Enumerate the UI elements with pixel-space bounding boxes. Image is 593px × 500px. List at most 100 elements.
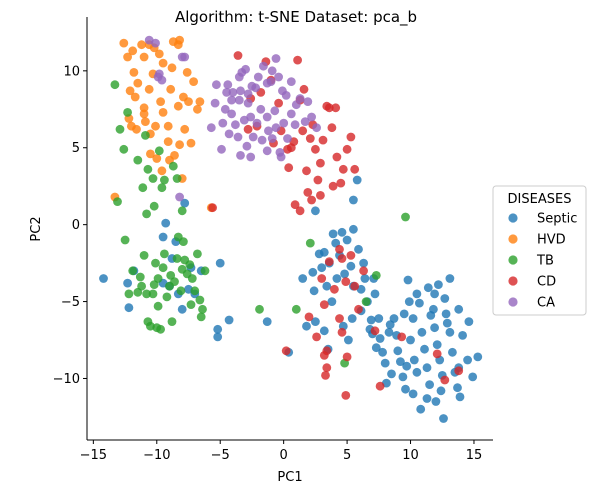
data-point [341,277,350,286]
data-point [293,56,302,65]
data-point [154,302,163,311]
y-tick-label: 10 [63,64,80,79]
x-tick-label: 5 [343,448,351,463]
data-point [468,373,477,382]
data-point [184,97,193,106]
data-point [116,125,125,134]
data-point [251,83,260,92]
data-point [307,196,316,205]
data-point [130,68,139,77]
data-point [164,137,173,146]
data-point [354,245,363,254]
data-point [385,328,394,337]
data-point [263,317,272,326]
data-point [159,108,168,117]
data-point [183,68,192,77]
data-point [311,206,320,215]
data-point [322,346,331,355]
data-point [236,86,245,95]
data-point [136,273,145,282]
data-point [198,305,207,314]
data-point [193,250,202,259]
data-point [150,202,159,211]
data-point [254,73,263,82]
data-point [335,314,344,323]
data-point [274,99,283,108]
legend-title: DISEASES [508,192,572,207]
data-point [302,322,311,331]
data-point [241,65,250,74]
data-point [140,251,149,260]
data-point [133,156,142,165]
data-point [413,368,422,377]
data-point [249,133,258,142]
legend-label: Septic [537,212,577,227]
data-point [306,239,315,248]
data-point [347,251,356,260]
data-point [173,174,182,183]
data-point [440,376,449,385]
data-point [423,394,432,403]
data-point [473,353,482,362]
data-point [316,159,325,168]
data-point [410,356,419,365]
data-point [305,313,314,322]
data-point [246,113,255,122]
data-point [253,119,262,128]
data-point [343,353,352,362]
legend-marker [508,255,517,264]
data-point [141,131,150,140]
data-point [168,317,177,326]
data-point [404,276,413,285]
data-point [145,85,154,94]
data-point [156,97,165,106]
legend-label: CD [537,275,556,290]
data-point [270,106,279,115]
legend-label: CA [537,296,555,311]
data-point [225,316,234,325]
data-point [189,77,198,86]
y-tick-label: −5 [61,295,80,310]
data-point [426,311,435,320]
data-point [246,153,255,162]
data-point [448,348,457,357]
y-tick-label: 5 [72,141,80,156]
data-point [272,123,281,132]
data-point [446,274,455,283]
data-point [454,305,463,314]
data-point [306,134,315,143]
data-point [420,345,429,354]
data-point [151,39,160,48]
data-point [99,274,108,283]
data-point [225,130,234,139]
data-point [178,305,187,314]
data-point [218,119,227,128]
data-point [378,348,387,357]
data-point [159,233,168,242]
data-point [151,259,160,268]
data-point [161,219,170,228]
data-point [213,333,222,342]
data-point [338,254,347,263]
data-point [374,314,383,323]
data-point [267,77,276,86]
data-point [154,274,163,283]
data-point [399,373,408,382]
data-point [362,297,371,306]
data-point [359,259,368,268]
data-point [124,290,133,299]
legend: DISEASES Septic HVD TB CD CA [493,186,586,315]
data-point [133,79,142,88]
data-point [386,320,395,329]
data-point [235,96,244,105]
data-point [320,248,329,257]
data-point [282,346,291,355]
data-point [454,366,463,375]
data-point [155,146,164,155]
data-point [317,263,326,272]
data-point [144,165,153,174]
data-point [350,165,359,174]
data-point [333,153,342,162]
data-point [140,110,149,119]
